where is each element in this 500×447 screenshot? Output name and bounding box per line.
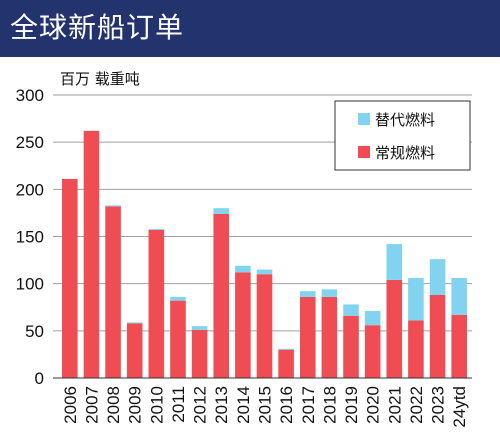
x-tick-label: 2009 [126,386,145,424]
bar-2013-常规燃料 [213,213,230,378]
x-axis-ticks: 2006 2007 2008 2009 2010 2011 2012 2013 2014 2015… [61,386,469,428]
bar-2013-替代燃料 [213,208,230,214]
bar-2014-常规燃料 [235,272,251,378]
bar-2015-常规燃料 [256,274,273,378]
page-title: 全球新船订单 [10,11,185,44]
bar-2021-替代燃料 [386,244,403,280]
x-tick-label: 2012 [191,386,210,424]
x-tick-label: 2017 [299,386,318,424]
bar-2023-常规燃料 [429,294,446,378]
bar-2008-常规燃料 [105,206,121,378]
x-tick-label: 2007 [82,386,101,424]
x-tick-label: 24ytd [450,386,469,428]
bar-2011-替代燃料 [170,296,186,301]
bar-2019-常规燃料 [343,315,359,378]
bar-24ytd-替代燃料 [451,278,467,315]
bars [62,130,467,378]
bar-2009-常规燃料 [126,323,143,378]
bar-2015-替代燃料 [256,269,273,275]
bar-2008-替代燃料 [105,205,121,207]
bar-2017-替代燃料 [299,291,316,297]
bar-2022-替代燃料 [408,278,424,321]
bar-2014-替代燃料 [235,265,251,273]
x-tick-label: 2014 [234,386,253,424]
y-tick-label: 0 [35,369,44,388]
legend-label: 常规燃料 [375,144,435,162]
x-tick-label: 2021 [385,386,404,424]
x-tick-label: 2008 [104,386,123,424]
bar-2010-常规燃料 [148,229,165,378]
bar-2022-常规燃料 [408,320,424,378]
legend-swatch [358,113,370,125]
bar-2012-常规燃料 [191,329,208,378]
bar-2018-常规燃料 [321,296,338,378]
title-bar: 全球新船订单 [0,0,500,57]
bar-2020-常规燃料 [364,325,381,378]
y-tick-label: 300 [16,86,44,105]
bar-2021-常规燃料 [386,279,403,378]
x-tick-label: 2023 [429,386,448,424]
y-tick-label: 50 [25,322,44,341]
bar-2011-常规燃料 [170,300,186,378]
x-tick-label: 2022 [407,386,426,424]
x-tick-label: 2016 [277,386,296,424]
y-axis-unit-label: 百万 载重吨 [60,70,140,88]
bar-24ytd-常规燃料 [451,314,467,378]
x-tick-label: 2006 [61,386,80,424]
bar-2006-常规燃料 [62,178,78,378]
bar-2017-常规燃料 [299,296,316,378]
y-axis-ticks: 0 50 100 150 200 250 300 [16,86,44,388]
x-tick-label: 2018 [320,386,339,424]
bar-2010-替代燃料 [148,228,165,230]
y-tick-label: 250 [16,133,44,152]
y-tick-label: 200 [16,180,44,199]
bar-2018-替代燃料 [321,289,338,297]
x-tick-label: 2015 [256,386,275,424]
bar-2019-替代燃料 [343,304,359,316]
bar-2009-替代燃料 [126,322,143,324]
x-tick-label: 2010 [147,386,166,424]
x-tick-label: 2019 [342,386,361,424]
y-tick-label: 150 [16,228,44,247]
x-tick-label: 2020 [364,386,383,424]
x-tick-label: 2011 [169,386,188,423]
legend-swatch [358,146,370,158]
bar-2016-常规燃料 [278,349,294,378]
bar-2007-常规燃料 [83,130,100,378]
legend-box [334,100,471,171]
x-tick-label: 2013 [212,386,231,424]
bar-2023-替代燃料 [429,259,446,295]
bar-2020-替代燃料 [364,311,381,326]
bar-2016-替代燃料 [278,348,294,350]
y-tick-label: 100 [16,275,44,294]
bar-2012-替代燃料 [191,326,208,330]
legend-label: 替代燃料 [375,111,435,129]
